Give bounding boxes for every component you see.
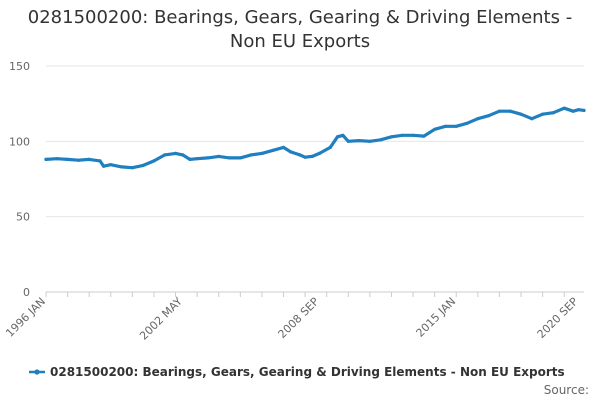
data-point (163, 153, 167, 157)
chart-title-line-2: Non EU Exports (230, 31, 370, 52)
data-point (508, 109, 512, 113)
data-point (497, 109, 501, 113)
data-point (335, 135, 340, 139)
data-point (181, 153, 185, 157)
data-point (519, 112, 523, 116)
data-point (303, 155, 307, 159)
y-tick-label: 50 (16, 211, 30, 224)
data-point (102, 164, 106, 168)
data-point (346, 139, 350, 143)
chart-title-line-1: 0281500200: Bearings, Gears, Gearing & D… (28, 7, 572, 28)
data-point (379, 138, 383, 142)
data-point (174, 151, 178, 155)
source-label: Source: (544, 383, 589, 397)
data-point (400, 133, 404, 137)
data-point (66, 157, 70, 161)
data-point (357, 139, 361, 143)
data-point (341, 133, 345, 137)
data-point (317, 151, 322, 155)
data-point (76, 158, 80, 162)
legend[interactable]: 0281500200: Bearings, Gears, Gearing & D… (29, 365, 565, 379)
data-point (551, 111, 556, 115)
data-point (577, 108, 581, 112)
data-point (227, 156, 232, 160)
data-point (44, 157, 48, 161)
data-point (582, 108, 586, 112)
data-point (487, 114, 491, 118)
data-point (87, 157, 91, 161)
data-point (238, 156, 242, 160)
plot-area: 0 50 100 150 1996 JAN 2002 MAY 2008 SEP 2015 JA… (3, 60, 586, 343)
data-point (422, 134, 426, 138)
data-point (411, 133, 415, 137)
data-point (571, 109, 575, 113)
series-line[interactable] (44, 106, 586, 170)
data-point (443, 124, 448, 128)
data-point (433, 127, 437, 131)
data-point (120, 165, 124, 169)
data-point (55, 157, 59, 161)
data-point (271, 148, 275, 152)
data-point (454, 124, 458, 128)
data-point (530, 117, 534, 121)
data-point (281, 145, 286, 149)
data-point (562, 106, 566, 110)
x-tick-label: 2020 SEP (535, 295, 581, 341)
data-point (249, 153, 253, 157)
y-tick-label: 100 (9, 135, 30, 148)
data-point (217, 154, 221, 158)
data-point (98, 159, 102, 163)
y-tick-label: 150 (9, 60, 30, 73)
data-point (389, 135, 394, 139)
x-tick-label: 1996 JAN (3, 295, 48, 340)
data-point (476, 117, 480, 121)
data-point (260, 151, 264, 155)
data-point (368, 139, 372, 143)
x-tick-label: 2008 SEP (276, 295, 322, 341)
data-point (195, 157, 199, 161)
data-point (310, 154, 314, 158)
data-point (465, 121, 469, 125)
data-point (141, 163, 145, 167)
data-point (289, 150, 293, 154)
data-point (541, 112, 545, 116)
data-point (130, 166, 134, 170)
data-point (328, 145, 332, 149)
x-tick-label: 2015 JAN (414, 295, 459, 340)
data-point (188, 157, 192, 161)
legend-label[interactable]: 0281500200: Bearings, Gears, Gearing & D… (50, 365, 565, 379)
data-point (109, 163, 113, 167)
data-point (206, 156, 210, 160)
data-point (298, 153, 302, 157)
x-tick-label: 2002 MAY (137, 295, 185, 343)
y-tick-label: 0 (23, 286, 30, 299)
data-point (152, 159, 156, 163)
legend-marker (34, 369, 40, 375)
